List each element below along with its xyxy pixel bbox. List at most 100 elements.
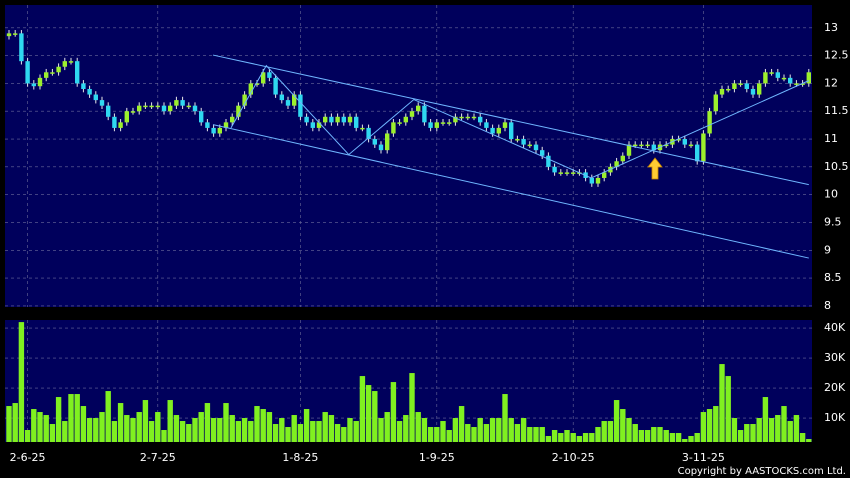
candle-body <box>174 100 179 106</box>
x-tick-label: 1-8-25 <box>282 451 318 464</box>
candle-body <box>682 139 687 145</box>
volume-bar <box>341 427 347 442</box>
candle-body <box>31 83 36 87</box>
candle-body <box>707 111 712 134</box>
volume-bar <box>489 418 496 442</box>
volume-bar <box>105 391 111 442</box>
candle-body <box>155 105 160 108</box>
volume-bar <box>136 412 142 442</box>
volume-bar <box>434 427 440 442</box>
volume-bar <box>49 424 56 442</box>
candle-body <box>738 83 743 85</box>
volume-bar <box>111 421 118 442</box>
volume-bar <box>43 415 49 442</box>
volume-bar <box>173 415 180 442</box>
candle-body <box>726 88 731 91</box>
volume-bar <box>514 424 521 442</box>
volume-bar <box>229 415 235 442</box>
candle-body <box>471 116 477 119</box>
volume-bar <box>452 418 459 442</box>
volume-bar <box>93 418 99 442</box>
candle-body <box>633 144 638 147</box>
candle-body <box>223 122 229 128</box>
volume-bar <box>31 409 37 442</box>
candle-body <box>285 100 291 106</box>
volume-bar <box>787 421 793 442</box>
x-tick-label: 2-7-25 <box>140 451 176 464</box>
volume-bar <box>576 436 583 442</box>
candle-body <box>490 127 495 134</box>
candle-body <box>149 105 154 108</box>
volume-bar <box>502 394 508 442</box>
volume-bar <box>297 424 304 442</box>
trend-line <box>212 54 809 186</box>
candle-body <box>217 127 222 134</box>
volume-bar <box>657 427 663 442</box>
volume-bar <box>806 439 812 442</box>
candle-body <box>484 122 489 128</box>
volume-bar <box>316 421 322 442</box>
candle-body <box>143 105 148 108</box>
volume-bar <box>508 418 514 442</box>
candle-body <box>453 116 458 123</box>
candle-body <box>273 77 278 95</box>
candle-body <box>180 100 185 106</box>
candle-body <box>732 83 737 89</box>
candle-body <box>192 105 198 112</box>
credit: Copyright by AASTOCKS.com Ltd. <box>678 466 846 477</box>
volume-bar <box>768 418 775 442</box>
candle-body <box>366 127 371 140</box>
volume-bar <box>638 430 645 442</box>
volume-bar <box>210 418 217 442</box>
candle-body <box>37 77 43 87</box>
candle-body <box>794 83 799 85</box>
candle-body <box>676 139 681 141</box>
volume-bar <box>756 418 762 442</box>
candle-body <box>168 105 173 112</box>
volume-bar <box>799 433 806 442</box>
candle-body <box>186 105 191 108</box>
candle-body <box>118 122 123 128</box>
candle-body <box>428 122 433 128</box>
y-tick-label: 13 <box>824 21 838 34</box>
candle-body <box>316 122 322 128</box>
candle-body <box>502 122 508 128</box>
volume-bar <box>260 409 266 442</box>
volume-bar <box>396 421 403 442</box>
volume-bar <box>55 397 62 442</box>
x-tick-label: 2-10-25 <box>552 451 595 464</box>
volume-bar <box>496 418 502 442</box>
candle-body <box>695 144 700 162</box>
volume-bar <box>310 421 316 442</box>
volume-bar <box>142 400 149 442</box>
volume-bar <box>303 409 310 442</box>
candle-body <box>50 72 55 74</box>
candle-body <box>391 122 396 134</box>
volume-bar <box>18 322 25 442</box>
candle-body <box>354 116 359 128</box>
candle-body <box>409 111 415 117</box>
candle-body <box>509 122 514 140</box>
volume-bar <box>446 430 452 442</box>
y-tick-label: 8 <box>824 299 831 312</box>
volume-bar <box>272 424 279 442</box>
volume-bar <box>582 433 589 442</box>
volume-bar <box>223 403 229 442</box>
x-tick-label: 3-11-25 <box>682 451 725 464</box>
trend-line <box>212 124 809 259</box>
volume-bar <box>359 376 366 442</box>
candle-body <box>112 116 117 128</box>
candle-body <box>713 94 718 112</box>
volume-bar <box>12 403 18 442</box>
volume-bar <box>415 412 421 442</box>
candle-body <box>56 66 61 73</box>
candle-body <box>775 72 780 78</box>
candle-body <box>236 105 241 117</box>
volume-bar <box>682 439 688 442</box>
volume-bar <box>24 430 31 442</box>
candle-body <box>459 116 464 119</box>
volume-bar <box>539 427 545 442</box>
volume-bar <box>179 421 186 442</box>
x-tick-label: 2-6-25 <box>10 451 46 464</box>
volume-bar <box>737 430 744 442</box>
